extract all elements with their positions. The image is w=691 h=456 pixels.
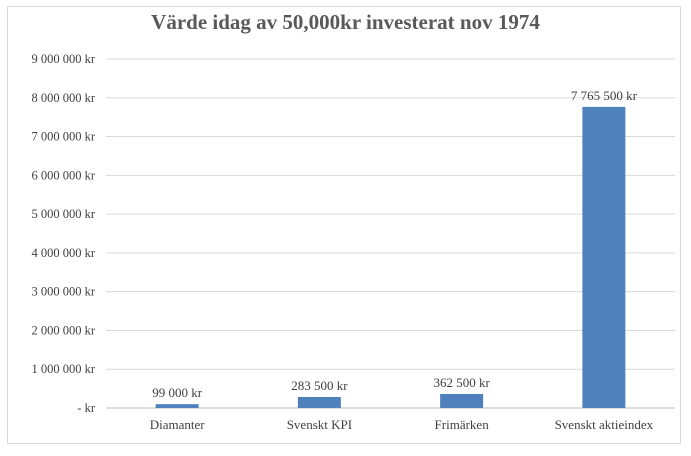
- y-tick-label: 2 000 000 kr: [31, 323, 95, 337]
- y-tick-label: - kr: [77, 401, 96, 415]
- category-label: Frimärken: [435, 417, 490, 432]
- category-label: Diamanter: [150, 417, 206, 432]
- bar: [297, 397, 341, 408]
- y-tick-label: 6 000 000 kr: [31, 168, 95, 182]
- y-tick-label: 5 000 000 kr: [31, 207, 95, 221]
- data-label: 362 500 kr: [433, 375, 490, 390]
- y-tick-label: 7 000 000 kr: [31, 130, 95, 144]
- data-label: 99 000 kr: [152, 385, 203, 400]
- chart-frame: [7, 6, 681, 444]
- data-label: 283 500 kr: [291, 378, 348, 393]
- category-label: Svenskt KPI: [287, 417, 352, 432]
- bar: [155, 404, 199, 408]
- bar: [582, 106, 626, 409]
- y-tick-label: 3 000 000 kr: [31, 285, 95, 299]
- y-tick-label: 1 000 000 kr: [31, 362, 95, 376]
- y-tick-label: 8 000 000 kr: [31, 91, 95, 105]
- y-tick-label: 9 000 000 kr: [31, 52, 95, 66]
- bar: [440, 393, 484, 408]
- category-label: Svenskt aktieindex: [555, 417, 654, 432]
- chart-title: Värde idag av 50,000kr investerat nov 19…: [151, 10, 540, 34]
- y-tick-label: 4 000 000 kr: [31, 246, 95, 260]
- data-label: 7 765 500 kr: [571, 88, 638, 103]
